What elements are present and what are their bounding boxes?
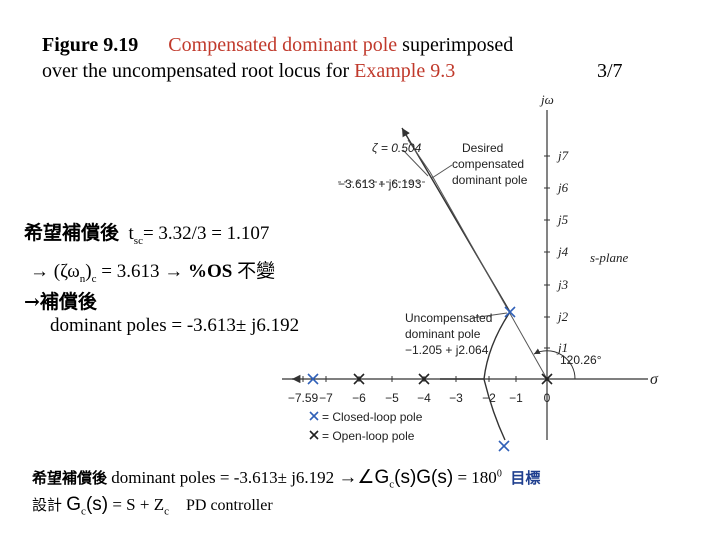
closed-loop-pole-upper (504, 306, 516, 318)
x-tick-label: −3 (449, 391, 463, 405)
y-tick-label: j5 (556, 212, 569, 227)
figure-title-line2: over the uncompensated root locus for Ex… (42, 58, 455, 84)
y-tick-label: j3 (556, 277, 569, 292)
bottom-line-2: 設計 Gc(s) = S + Zc PD controller (32, 494, 273, 518)
x-tick-label: −7.59 (288, 391, 319, 405)
goal-label: 目標 (510, 469, 541, 487)
y-tick-label: j7 (556, 148, 569, 163)
page-number: 3/7 (597, 60, 623, 82)
bottom-line-1: 希望補償後 dominant poles = -3.613± j6.192 →∠… (32, 467, 541, 491)
x-tick-label: 0 (544, 391, 551, 405)
text-line-1: 希望補償後 tsc= 3.32/3 = 1.107 (24, 222, 270, 247)
y-tick-label: j6 (556, 180, 569, 195)
text-line-3: →補償後 (24, 291, 97, 313)
open-loop-pole-6 (353, 373, 365, 385)
open-loop-pole-4 (418, 373, 430, 385)
uncomp-label-2: dominant pole (405, 327, 481, 341)
legend-closed-marker (309, 411, 319, 421)
pd-controller-label: PD controller (186, 497, 273, 514)
open-loop-pole-0 (541, 373, 553, 385)
y-tick-label: j2 (556, 309, 569, 324)
figure-title-line1: Figure 9.19 Compensated dominant pole su… (42, 32, 513, 58)
zeta-label: ζ = 0.504 (372, 141, 422, 155)
uncomp-label-1: Uncompensated (405, 311, 492, 325)
x-tick-label: −2 (482, 391, 496, 405)
title-highlight: Compensated dominant pole (168, 34, 398, 56)
x-tick-label: −7 (319, 391, 333, 405)
desired-label-1: Desired (462, 141, 503, 155)
desired-after-comp: 希望補償後 (24, 222, 120, 244)
text-line-4: dominant poles = -3.613± j6.192 (50, 315, 300, 336)
open-loop-poles (353, 373, 553, 385)
jw-label: jω (539, 92, 554, 107)
desired-label-3: dominant pole (452, 173, 528, 187)
sigma-label: σ (650, 371, 659, 388)
x-tick-label: −4 (417, 391, 431, 405)
desired-label-2: compensated (452, 157, 524, 171)
legend-closed: = Closed-loop pole (322, 410, 423, 424)
y-tick-label: j4 (556, 244, 569, 259)
closed-loop-pole-lower (498, 440, 510, 452)
locus-upper-segment (483, 311, 511, 380)
desired-value: −3.613 + j6.193 (338, 177, 422, 191)
x-tick-label: −5 (385, 391, 399, 405)
closed-loop-pole-759 (307, 373, 319, 385)
closed-loop-poles (307, 306, 516, 452)
title-rest: superimposed (397, 34, 514, 56)
y-tick-label: j1 (556, 340, 568, 355)
title-line2-text: over the uncompensated root locus for (42, 60, 355, 82)
legend-open-marker (309, 430, 319, 440)
s-plane-label: s-plane (590, 250, 629, 265)
angle-label: 120.26° (560, 353, 602, 367)
zeta-line (429, 171, 548, 380)
x-tick-label: −1 (509, 391, 523, 405)
uncomp-value: −1.205 + j2.064 (405, 343, 489, 357)
x-tick-label: −6 (352, 391, 366, 405)
text-line-2: → (ζωn)c = 3.613 → %OS 不變 (30, 261, 276, 285)
angle-arc (533, 348, 576, 380)
legend-open: = Open-loop pole (322, 429, 415, 443)
locus-lower-branch (483, 378, 506, 441)
figure-number: Figure 9.19 (42, 34, 139, 56)
example-ref: Example 9.3 (354, 60, 456, 82)
